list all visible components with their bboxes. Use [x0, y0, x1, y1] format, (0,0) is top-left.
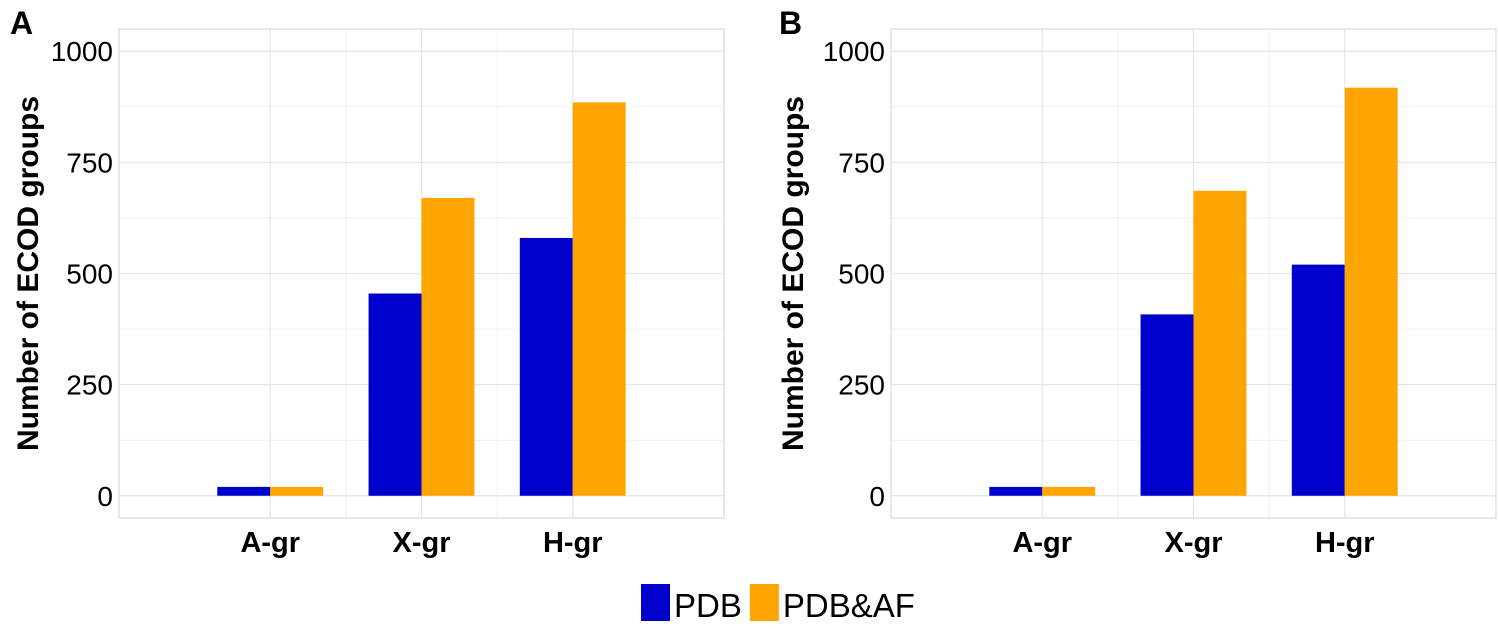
legend-label-pdb: PDB [674, 587, 742, 624]
x-tick-label: H-gr [543, 527, 603, 559]
y-tick-label: 0 [869, 481, 885, 512]
y-tick-label: 750 [838, 147, 885, 178]
y-tick-label: 250 [838, 370, 885, 401]
panel-letter: B [779, 5, 802, 41]
legend: PDB PDB&AF [641, 584, 915, 624]
x-tick-label: X-gr [393, 527, 451, 559]
bar-pdb-af-h-gr [572, 102, 626, 496]
legend-swatch-pdb [641, 584, 670, 621]
panel-a: 0 250 500 750 1000 A-gr X-gr H-gr Number of ECOD… [10, 5, 725, 559]
plot-frame [118, 28, 725, 519]
y-tick-label: 500 [66, 259, 113, 290]
legend-label-pdb-af: PDB&AF [783, 587, 915, 624]
bar-pdb-af-a-gr [270, 486, 324, 496]
panel-letter: A [10, 5, 33, 41]
y-tick-label: 0 [97, 481, 113, 512]
bar-pdb-af-x-gr [421, 197, 475, 496]
bar-pdb-h-gr [1291, 264, 1345, 496]
y-tick-label: 750 [66, 147, 113, 178]
bar-pdb-af-a-gr [1042, 486, 1096, 496]
bar-pdb-x-gr [368, 293, 422, 496]
x-tick-label: H-gr [1315, 527, 1375, 559]
y-axis-label: Number of ECOD groups [12, 96, 45, 451]
x-tick-label: A-gr [240, 527, 300, 559]
y-axis-label: Number of ECOD groups [777, 96, 810, 451]
bar-pdb-x-gr [1140, 314, 1194, 496]
panel-b: 0 250 500 750 1000 A-gr X-gr H-gr Number of ECOD… [777, 5, 1497, 559]
x-tick-label: X-gr [1165, 527, 1223, 559]
y-tick-label: 250 [66, 370, 113, 401]
plot-frame [890, 28, 1497, 519]
bar-pdb-af-x-gr [1193, 190, 1247, 496]
bar-pdb-af-h-gr [1344, 87, 1398, 496]
y-tick-label: 1000 [51, 36, 113, 67]
bar-pdb-h-gr [519, 237, 573, 496]
legend-swatch-pdb-af [749, 584, 779, 621]
y-tick-label: 500 [838, 259, 885, 290]
x-tick-label: A-gr [1012, 527, 1072, 559]
y-tick-label: 1000 [823, 36, 885, 67]
bar-pdb-a-gr [217, 486, 271, 496]
bar-pdb-a-gr [989, 486, 1043, 496]
